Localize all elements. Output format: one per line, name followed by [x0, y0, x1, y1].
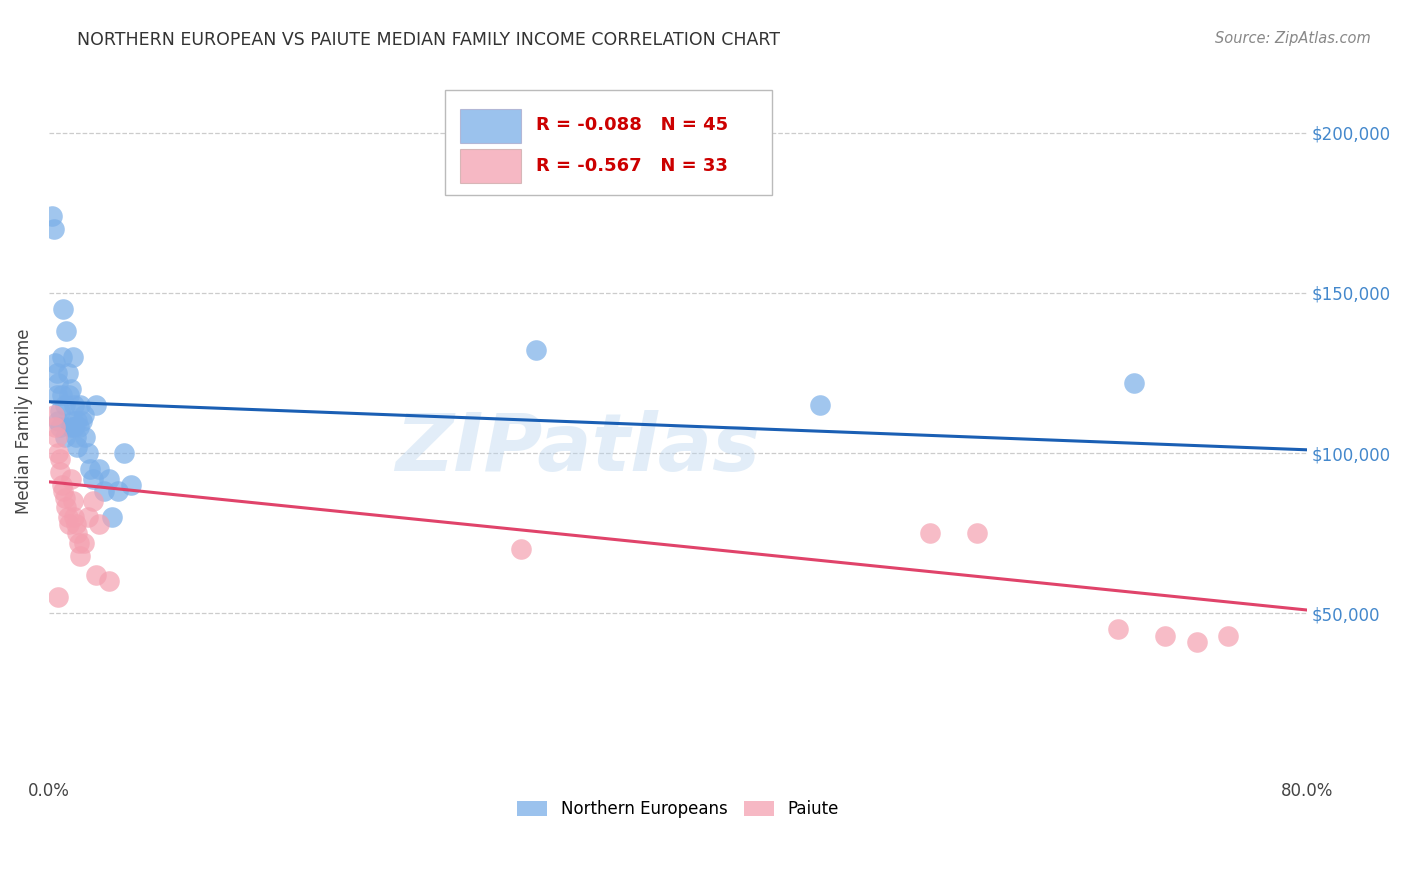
Point — [48, 446, 70, 460]
Point — [52, 484, 75, 499]
Point — [1154, 629, 1177, 643]
Point — [77, 446, 100, 460]
Point — [49, 420, 72, 434]
Point — [45, 430, 67, 444]
Point — [66, 526, 89, 541]
Text: R = -0.567   N = 33: R = -0.567 N = 33 — [536, 157, 728, 175]
Point — [66, 414, 89, 428]
Text: ZIPatlas: ZIPatlas — [395, 410, 759, 488]
Point — [53, 398, 76, 412]
Point — [42, 408, 65, 422]
Point — [101, 510, 124, 524]
Point — [53, 491, 76, 505]
Point — [1123, 376, 1146, 390]
Point — [966, 526, 988, 541]
Point — [67, 535, 90, 549]
Point — [69, 398, 91, 412]
Point — [55, 324, 77, 338]
Point — [48, 591, 70, 605]
Point — [52, 301, 75, 316]
Point — [51, 388, 73, 402]
Point — [70, 414, 93, 428]
Point — [62, 494, 84, 508]
Point — [48, 376, 70, 390]
Point — [65, 430, 87, 444]
Point — [509, 542, 531, 557]
Point — [63, 510, 86, 524]
Point — [77, 510, 100, 524]
FancyBboxPatch shape — [446, 90, 772, 195]
Point — [66, 440, 89, 454]
Legend: Northern Europeans, Paiute: Northern Europeans, Paiute — [510, 794, 845, 825]
Point — [67, 420, 90, 434]
Point — [1218, 629, 1240, 643]
FancyBboxPatch shape — [460, 149, 520, 183]
Point — [49, 465, 72, 479]
Point — [808, 398, 831, 412]
Point — [72, 535, 94, 549]
Point — [1185, 635, 1208, 649]
Point — [51, 350, 73, 364]
Point — [1107, 622, 1129, 636]
Text: NORTHERN EUROPEAN VS PAIUTE MEDIAN FAMILY INCOME CORRELATION CHART: NORTHERN EUROPEAN VS PAIUTE MEDIAN FAMIL… — [77, 31, 780, 49]
Point — [63, 420, 86, 434]
Point — [48, 414, 70, 428]
Point — [42, 221, 65, 235]
Point — [62, 350, 84, 364]
Point — [51, 478, 73, 492]
Point — [79, 462, 101, 476]
Text: Source: ZipAtlas.com: Source: ZipAtlas.com — [1215, 31, 1371, 46]
Point — [45, 388, 67, 402]
Point — [89, 462, 111, 476]
Point — [58, 516, 80, 531]
Point — [93, 484, 115, 499]
Point — [107, 484, 129, 499]
Y-axis label: Median Family Income: Median Family Income — [15, 328, 32, 514]
Point — [59, 420, 82, 434]
Point — [63, 398, 86, 412]
Point — [56, 510, 79, 524]
Point — [918, 526, 941, 541]
Point — [41, 209, 63, 223]
Point — [120, 478, 142, 492]
Point — [84, 567, 107, 582]
Point — [44, 420, 66, 434]
Point — [56, 366, 79, 380]
Point — [59, 472, 82, 486]
Point — [44, 356, 66, 370]
Point — [69, 549, 91, 563]
Point — [526, 343, 548, 358]
Point — [84, 398, 107, 412]
Point — [49, 452, 72, 467]
Point — [62, 414, 84, 428]
Text: R = -0.088   N = 45: R = -0.088 N = 45 — [536, 116, 728, 134]
Point — [53, 430, 76, 444]
Point — [97, 574, 120, 589]
Point — [65, 516, 87, 531]
Point — [114, 446, 136, 460]
Point — [55, 500, 77, 515]
Point — [97, 472, 120, 486]
Point — [89, 516, 111, 531]
Point — [72, 408, 94, 422]
Point — [58, 388, 80, 402]
Point — [59, 382, 82, 396]
Point — [82, 472, 104, 486]
Point — [75, 430, 97, 444]
Point — [45, 366, 67, 380]
Point — [49, 404, 72, 418]
FancyBboxPatch shape — [460, 109, 520, 143]
Point — [82, 494, 104, 508]
